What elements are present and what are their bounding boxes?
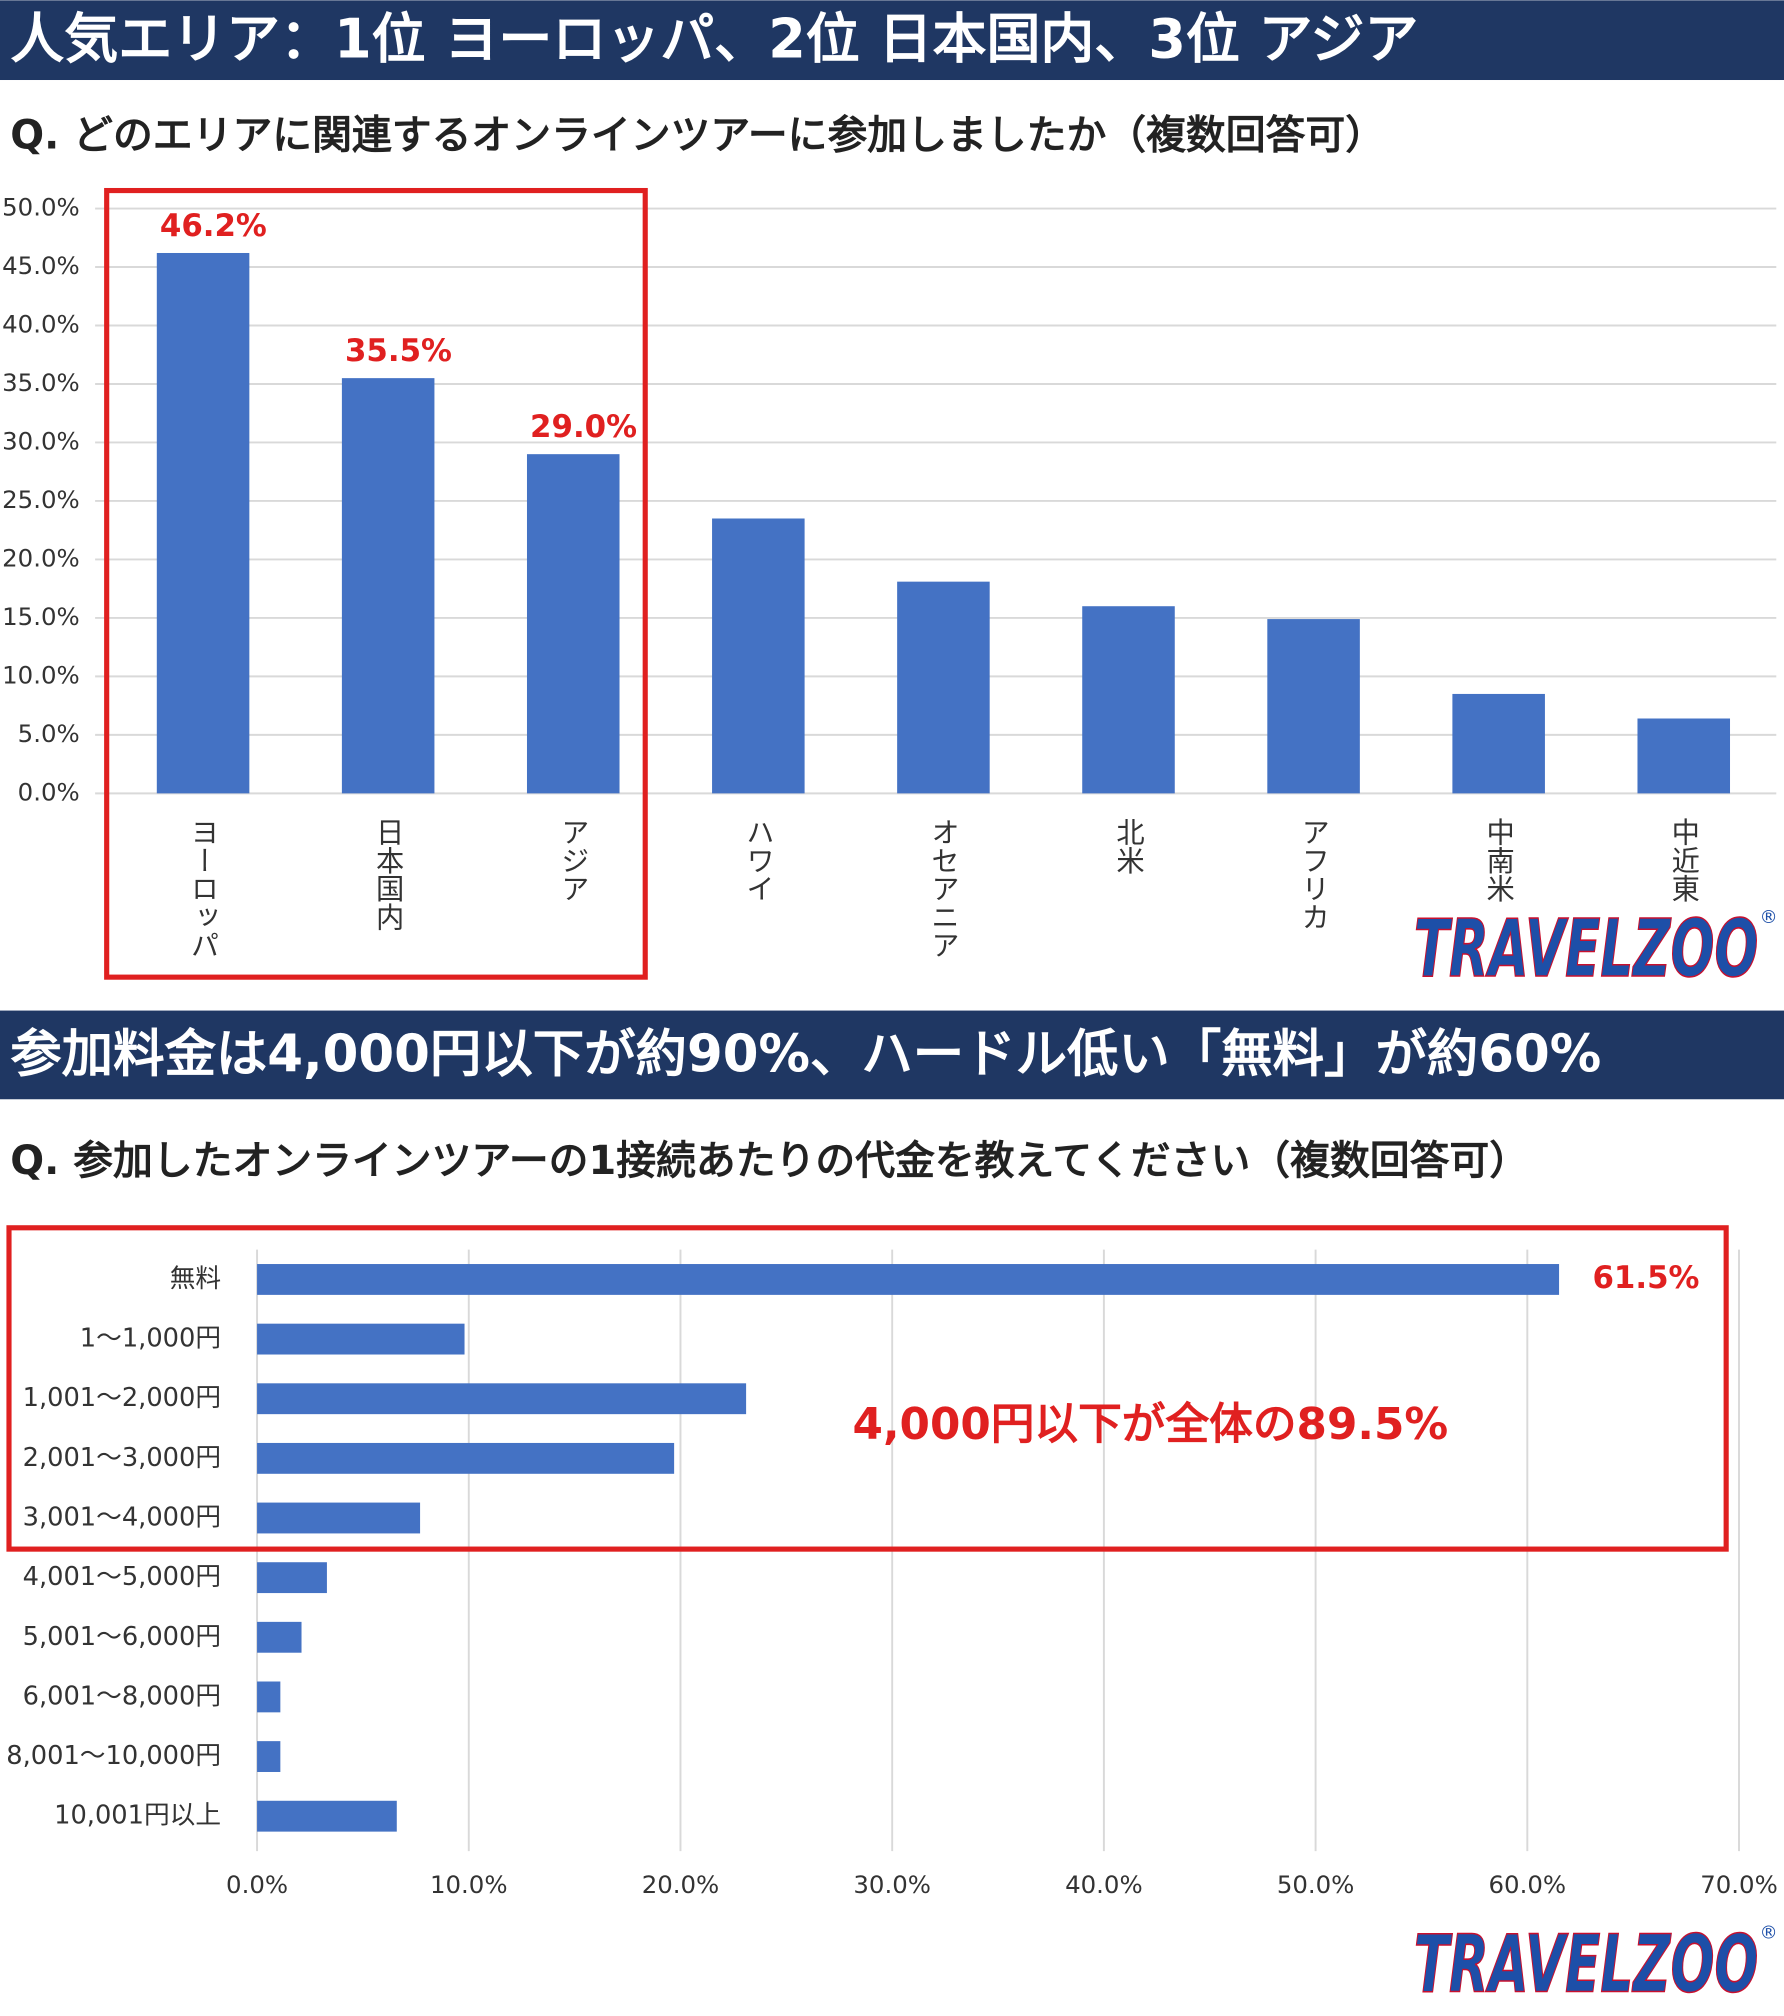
y-tick-label: 6,001〜8,000円: [23, 1681, 221, 1711]
logo: TRAVELZOO: [1414, 1917, 1758, 2010]
bar: [257, 1264, 1560, 1295]
title-banner: [0, 0, 1784, 81]
y-tick-label: 4,001〜5,000円: [23, 1562, 221, 1592]
x-tick-label: オセアニア: [927, 818, 960, 959]
bar: [257, 1621, 302, 1653]
highlight-box: [104, 187, 648, 980]
chart-subtitle: Q. どのエリアに関連するオンラインツアーに参加しましたか（複数回答可）: [10, 112, 1385, 158]
y-tick-label: 8,001〜10,000円: [6, 1741, 221, 1771]
x-tick-label: 0.0%: [226, 1870, 288, 1899]
bar: [526, 454, 620, 794]
y-tick-label: 2,001〜3,000円: [23, 1443, 221, 1473]
x-tick-label: 50.0%: [1277, 1870, 1355, 1899]
chart-subtitle: Q. 参加したオンラインツアーの1接続あたりの代金を教えてください（複数回答可）: [10, 1138, 1529, 1184]
y-tick-label: 20.0%: [2, 543, 80, 572]
x-tick-label: アジア: [557, 818, 590, 903]
bar: [1267, 619, 1360, 794]
x-tick-label: ヨーロッパ: [187, 818, 220, 959]
x-tick-label: アフリカ: [1297, 818, 1330, 931]
bar: [257, 1562, 327, 1594]
chart-title: 人気エリア：1位 ヨーロッパ、2位 日本国内、3位 アジア: [10, 7, 1418, 70]
y-tick-label: 0.0%: [18, 777, 80, 806]
x-tick-label: 40.0%: [1065, 1870, 1143, 1899]
y-tick-label: 10.0%: [2, 660, 80, 689]
value-label: 46.2%: [160, 208, 267, 244]
value-label: 35.5%: [345, 333, 452, 369]
y-tick-label: 1〜1,000円: [80, 1324, 221, 1354]
y-tick-label: 15.0%: [2, 602, 80, 631]
highlight-box: [6, 1225, 1729, 1552]
y-tick-label: 35.0%: [2, 368, 80, 397]
x-tick-label: 中近東: [1667, 818, 1700, 903]
x-tick-label: 日本国内: [372, 818, 405, 931]
x-tick-label: 10.0%: [430, 1870, 508, 1899]
bar: [257, 1442, 675, 1474]
y-tick-label: 5,001〜6,000円: [23, 1622, 221, 1652]
y-tick-label: 3,001〜4,000円: [23, 1503, 221, 1533]
y-tick-label: 40.0%: [2, 310, 80, 339]
x-tick-label: 20.0%: [642, 1870, 720, 1899]
x-tick-label: 70.0%: [1700, 1870, 1778, 1899]
bar: [257, 1800, 397, 1832]
y-tick-label: 5.0%: [18, 719, 80, 748]
logo-mark: ®: [1760, 907, 1778, 928]
y-tick-label: 30.0%: [2, 426, 80, 455]
bar: [712, 518, 805, 794]
bar: [341, 378, 435, 794]
bar: [257, 1323, 465, 1355]
logo: TRAVELZOO: [1414, 902, 1758, 995]
y-tick-label: 1,001〜2,000円: [23, 1383, 221, 1413]
y-tick-label: 10,001円以上: [54, 1801, 221, 1831]
bar: [897, 581, 990, 794]
bar: [1452, 693, 1545, 794]
bar: [1637, 718, 1731, 794]
value-label: 61.5%: [1592, 1260, 1699, 1296]
y-tick-label: 25.0%: [2, 485, 80, 514]
bar: [257, 1681, 281, 1713]
bar: [156, 252, 250, 794]
x-tick-label: ハワイ: [742, 818, 775, 903]
x-tick-label: 北米: [1112, 818, 1145, 875]
bar: [257, 1502, 421, 1534]
x-tick-label: 30.0%: [853, 1870, 931, 1899]
bar: [257, 1741, 281, 1772]
value-label: 29.0%: [530, 409, 637, 445]
annotation: 4,000円以下が全体の89.5%: [853, 1399, 1449, 1450]
title-banner: [0, 1010, 1784, 1100]
bar: [1082, 606, 1175, 794]
x-tick-label: 60.0%: [1489, 1870, 1567, 1899]
y-tick-label: 50.0%: [2, 193, 80, 222]
x-tick-label: 中南米: [1482, 818, 1515, 903]
chart-title: 参加料金は4,000円以下が約90%、ハードル低い「無料」が約60%: [10, 1024, 1601, 1084]
y-tick-label: 無料: [170, 1264, 221, 1294]
y-tick-label: 45.0%: [2, 251, 80, 280]
bar: [257, 1383, 747, 1415]
logo-mark: ®: [1760, 1922, 1778, 1943]
